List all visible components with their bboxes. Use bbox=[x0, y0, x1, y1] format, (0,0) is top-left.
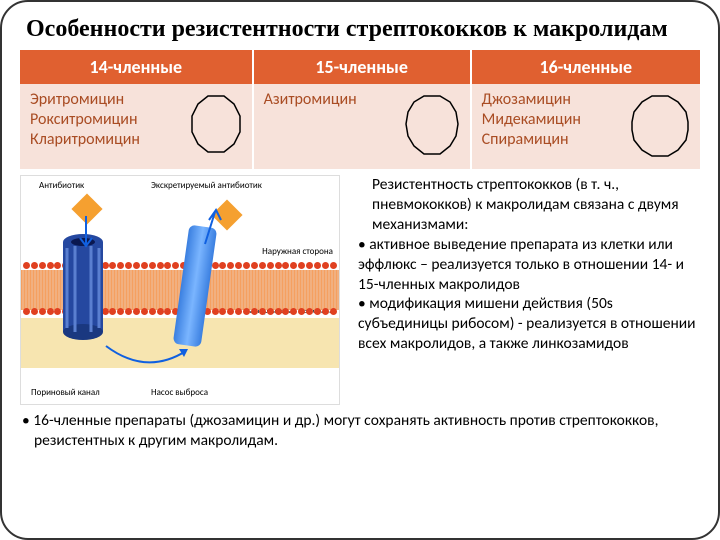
mechanism-item: модификация мишени действия (50s субъеди… bbox=[358, 294, 700, 353]
drug: Джозамицин bbox=[482, 90, 581, 110]
slide-title: Особенности резистентности стрептококков… bbox=[26, 16, 694, 42]
drug-list-16: Джозамицин Мидекамицин Спирамицин bbox=[482, 90, 581, 150]
label-outer: Наружная сторона bbox=[262, 246, 333, 257]
ring-14-icon bbox=[190, 94, 242, 159]
col-header-16: 16-членные bbox=[471, 50, 700, 84]
drug-list-15: Азитромицин bbox=[264, 90, 357, 110]
cell-15: Азитромицин bbox=[253, 84, 471, 169]
drug: Кларитромицин bbox=[30, 130, 140, 150]
drug: Спирамицин bbox=[482, 130, 581, 150]
drug-list-14: Эритромицин Рокситромицин Кларитромицин bbox=[30, 90, 140, 150]
arrow-curve-icon bbox=[101, 341, 191, 371]
drug: Рокситромицин bbox=[30, 110, 140, 130]
body-text: Резистентность стрептококков (в т. ч., п… bbox=[340, 175, 700, 405]
ring-16-icon bbox=[630, 94, 690, 163]
macrolide-table: 14-членные 15-членные 16-членные Эритром… bbox=[20, 50, 700, 169]
arrow-down-icon bbox=[76, 216, 96, 256]
slide-frame: Особенности резистентности стрептококков… bbox=[0, 0, 720, 540]
col-header-14: 14-членные bbox=[20, 50, 253, 84]
label-pump: Насос выброса bbox=[151, 387, 208, 398]
label-excreted: Экскретируемый антибиотик bbox=[151, 180, 262, 191]
cell-16: Джозамицин Мидекамицин Спирамицин bbox=[471, 84, 700, 169]
drug: Азитромицин bbox=[264, 90, 357, 110]
ring-15-icon bbox=[404, 94, 460, 161]
mechanism-item: активное выведение препарата из клетки и… bbox=[358, 235, 700, 294]
arrow-up-icon bbox=[199, 206, 223, 246]
cell-14: Эритромицин Рокситромицин Кларитромицин bbox=[20, 84, 253, 169]
intro-paragraph: Резистентность стрептококков (в т. ч., п… bbox=[358, 175, 700, 234]
efflux-diagram: Антибиотик Экскретируемый антибиотик Нар… bbox=[20, 175, 340, 405]
drug: Эритромицин bbox=[30, 90, 140, 110]
col-header-15: 15-членные bbox=[253, 50, 471, 84]
footer-note: 16-членные препараты (джозамицин и др.) … bbox=[20, 411, 700, 451]
drug: Мидекамицин bbox=[482, 110, 581, 130]
label-porin: Пориновый канал bbox=[31, 387, 100, 398]
footer-bullet: 16-членные препараты (джозамицин и др.) … bbox=[34, 411, 700, 451]
label-antibiotic: Антибиотик bbox=[39, 180, 84, 191]
